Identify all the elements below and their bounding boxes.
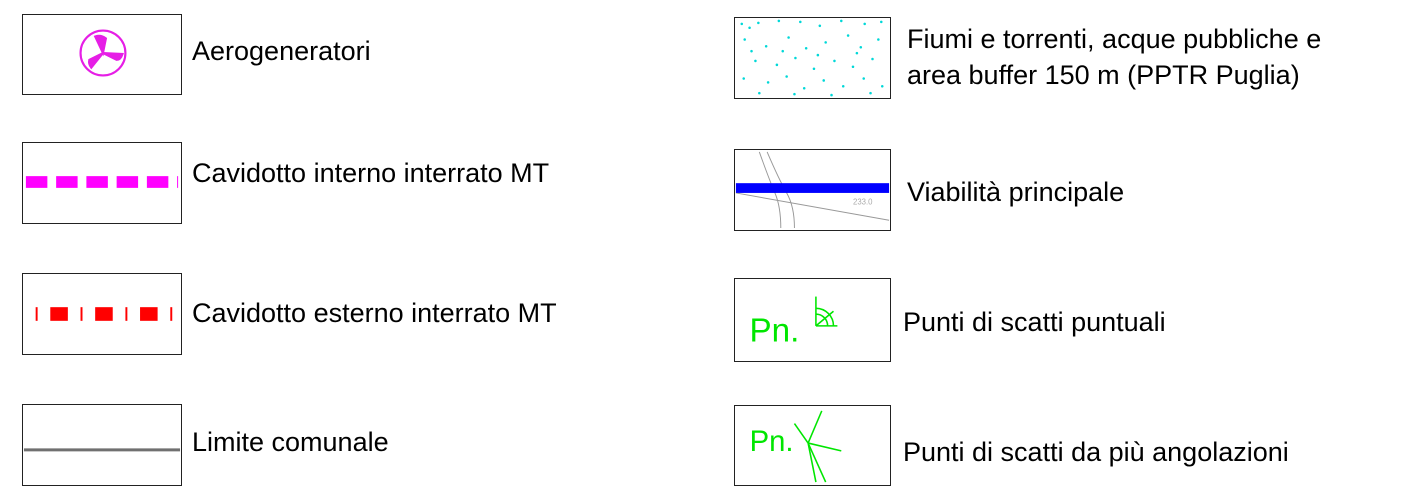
multi-photo-point-marker-text: Pn. (750, 426, 794, 458)
legend-label-fiumi: Fiumi e torrenti, acque pubbliche e area… (907, 21, 1397, 93)
legend-label-viabilita: Viabilità principale (907, 177, 1125, 207)
gray-solid-line-icon (23, 448, 181, 452)
punti-angolazioni-swatch: Pn. (734, 405, 891, 486)
single-photo-point-icon: Pn. (750, 296, 838, 349)
legend-label-cavidotto-esterno: Cavidotto esterno interrato MT (192, 298, 557, 328)
legend-label-aerogeneratori: Aerogeneratori (192, 36, 371, 66)
cavidotto-esterno-swatch (22, 273, 182, 355)
legend-label-limite-comunale: Limite comunale (192, 427, 389, 457)
legend-label-punti-angolazioni: Punti di scatti da più angolazioni (903, 437, 1289, 467)
punti-puntuali-swatch: Pn. (734, 278, 891, 362)
cavidotto-interno-swatch (22, 142, 182, 224)
legend-label-punti-puntuali: Punti di scatti puntuali (903, 307, 1166, 337)
legend-label-fiumi-line1: Fiumi e torrenti, acque pubbliche e (907, 24, 1322, 54)
wind-turbine-swatch (22, 14, 182, 95)
wind-turbine-icon (79, 29, 127, 77)
elevation-text: 233.0 (853, 198, 873, 207)
magenta-dashed-line-icon (25, 176, 179, 188)
limite-comunale-swatch (22, 404, 182, 486)
fiumi-swatch (734, 17, 891, 99)
blue-road-line-icon: 233.0 (735, 151, 890, 229)
viabilita-swatch: 233.0 (734, 149, 891, 231)
legend-label-cavidotto-interno: Cavidotto interno interrato MT (192, 158, 550, 188)
cyan-dot-pattern-icon (740, 19, 884, 97)
legend-label-fiumi-line2: area buffer 150 m (PPTR Puglia) (907, 60, 1300, 90)
photo-point-marker-text: Pn. (750, 312, 800, 349)
red-dash-dot-line-icon (35, 307, 173, 321)
multi-angle-photo-point-icon: Pn. (750, 410, 842, 483)
